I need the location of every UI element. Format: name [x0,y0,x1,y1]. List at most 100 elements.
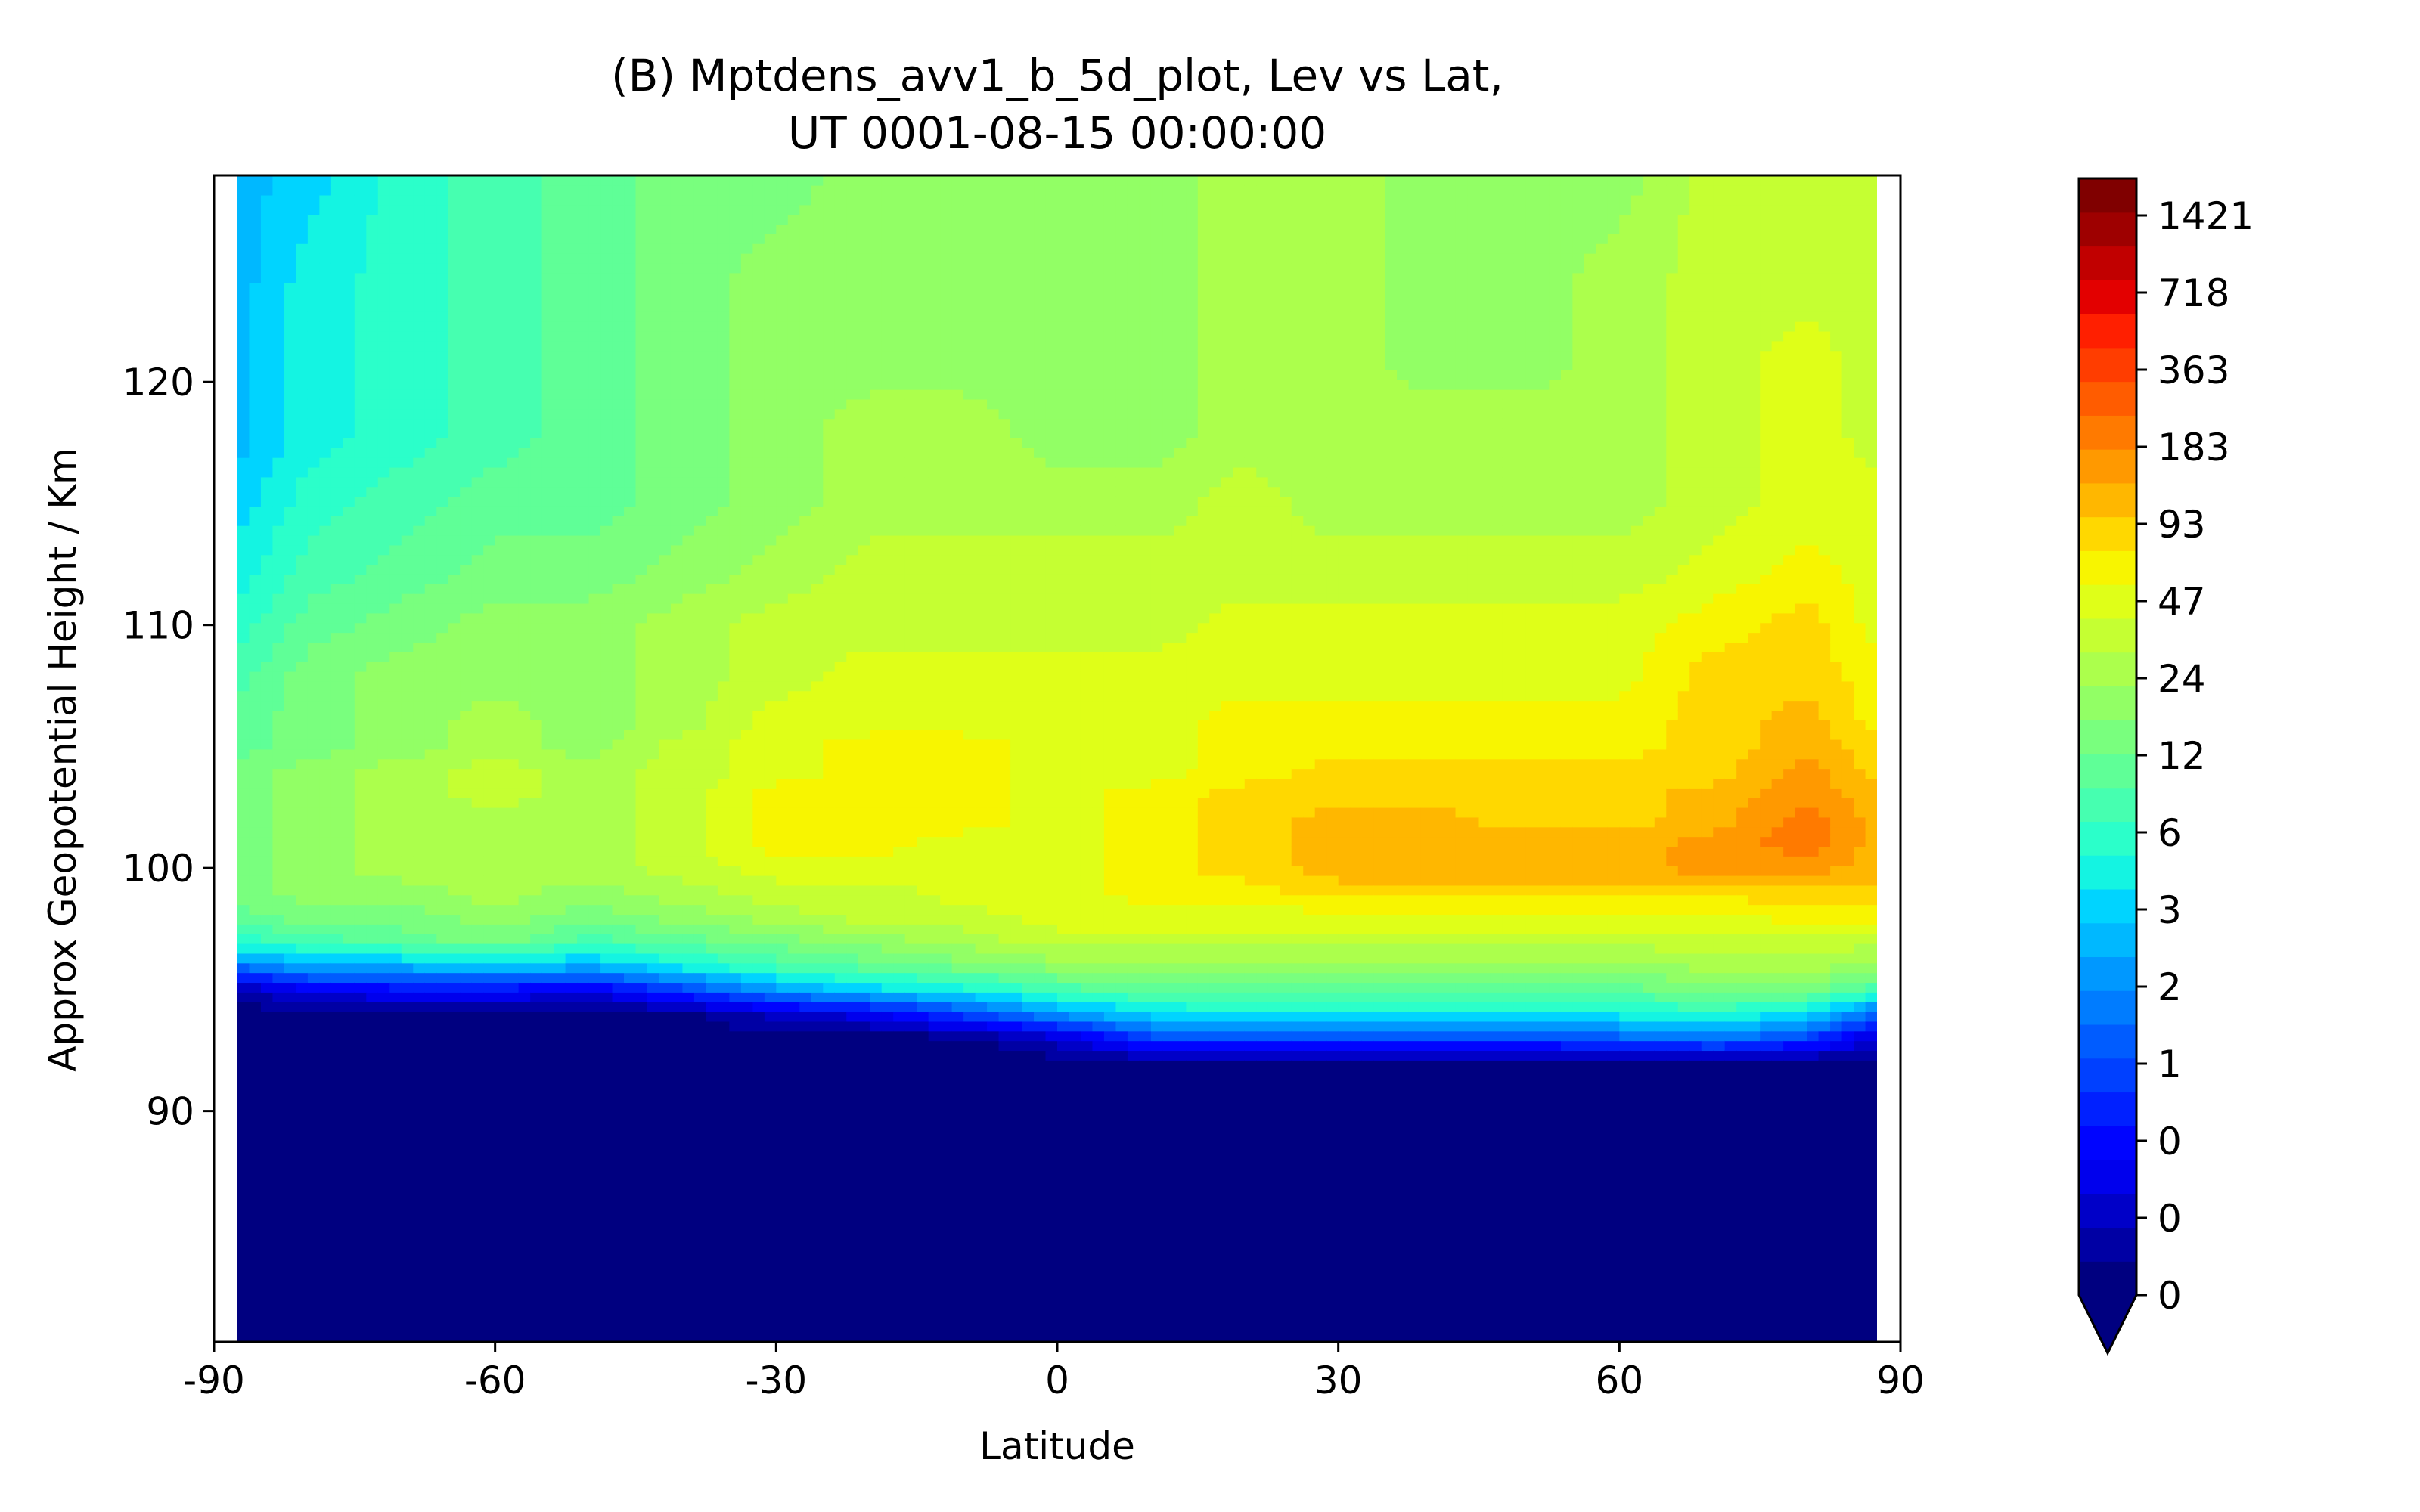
contour-cell [354,243,368,254]
contour-cell [670,1244,684,1256]
contour-cell [272,525,285,536]
contour-cell [319,788,332,798]
contour-cell [319,1137,332,1148]
contour-cell [693,846,707,857]
contour-cell [249,943,262,954]
contour-cell [460,1332,473,1342]
contour-cell [659,865,672,876]
contour-cell [659,1060,672,1070]
contour-cell [272,311,285,322]
contour-cell [565,788,578,798]
contour-cell [249,1157,262,1168]
contour-cell [530,1128,543,1139]
contour-cell [366,671,379,682]
contour-cell [682,632,695,643]
contour-cell [319,826,332,838]
contour-cell [647,476,660,488]
contour-cell [693,729,707,740]
contour-cell [307,574,321,584]
contour-cell [483,720,496,730]
contour-cell [647,428,660,438]
contour-cell [541,953,554,964]
contour-cell [260,321,274,332]
contour-cell [693,1167,707,1178]
contour-cell [284,788,297,798]
contour-cell [693,302,707,312]
contour-cell [249,194,262,206]
contour-cell [272,554,285,565]
contour-cell [343,398,355,410]
contour-cell [530,1069,543,1080]
contour-cell [624,807,637,818]
contour-cell [612,438,625,448]
contour-cell [260,836,274,847]
contour-cell [249,398,262,410]
contour-cell [249,184,262,196]
contour-cell [330,340,344,352]
contour-cell [471,321,484,332]
contour-cell [682,398,695,410]
contour-cell [588,1069,601,1080]
contour-cell [424,204,438,215]
contour-cell [565,380,578,390]
contour-cell [319,768,332,779]
contour-cell [659,262,672,274]
contour-cell [471,1225,484,1236]
contour-cell [693,875,707,886]
contour-cell [354,370,368,380]
contour-cell [413,224,426,234]
contour-cell [354,574,368,584]
contour-cell [424,1273,438,1284]
contour-cell [471,330,484,342]
contour-cell [413,593,426,604]
contour-cell [366,982,379,993]
contour-cell [249,1322,262,1333]
contour-cell [706,282,718,293]
contour-cell [260,1303,274,1314]
contour-cell [354,1157,368,1168]
contour-cell [600,622,613,634]
contour-cell [272,1167,285,1178]
contour-cell [413,748,426,760]
contour-cell [518,1147,531,1158]
contour-cell [343,408,355,420]
contour-cell [319,962,332,974]
contour-cell [588,943,601,954]
contour-cell [495,496,507,507]
contour-cell [541,1128,554,1139]
contour-cell [612,243,625,254]
contour-cell [471,340,484,352]
contour-cell [401,438,414,448]
contour-cell [389,418,402,429]
contour-cell [413,262,426,274]
contour-cell [436,1128,449,1139]
contour-cell [670,593,684,604]
contour-cell [272,680,285,692]
contour-cell [530,622,543,634]
contour-cell [460,272,473,284]
contour-cell [272,1303,285,1314]
contour-cell [460,214,473,225]
contour-cell [471,1079,484,1090]
contour-cell [471,448,484,458]
contour-cell [330,506,344,516]
contour-cell [448,807,461,818]
contour-cell [635,389,648,400]
contour-cell [588,1040,601,1052]
contour-cell [659,1235,672,1246]
contour-cell [377,516,391,526]
contour-cell [693,1293,707,1304]
contour-cell [401,234,414,244]
contour-cell [588,302,601,312]
contour-cell [307,1322,321,1333]
contour-cell [612,1293,625,1304]
contour-cell [272,1235,285,1246]
contour-cell [401,1303,414,1314]
contour-cell [296,224,309,234]
contour-cell [577,1050,590,1061]
contour-cell [693,788,707,798]
contour-cell [706,389,718,400]
contour-cell [588,438,601,448]
contour-cell [249,476,262,488]
contour-cell [577,457,590,468]
